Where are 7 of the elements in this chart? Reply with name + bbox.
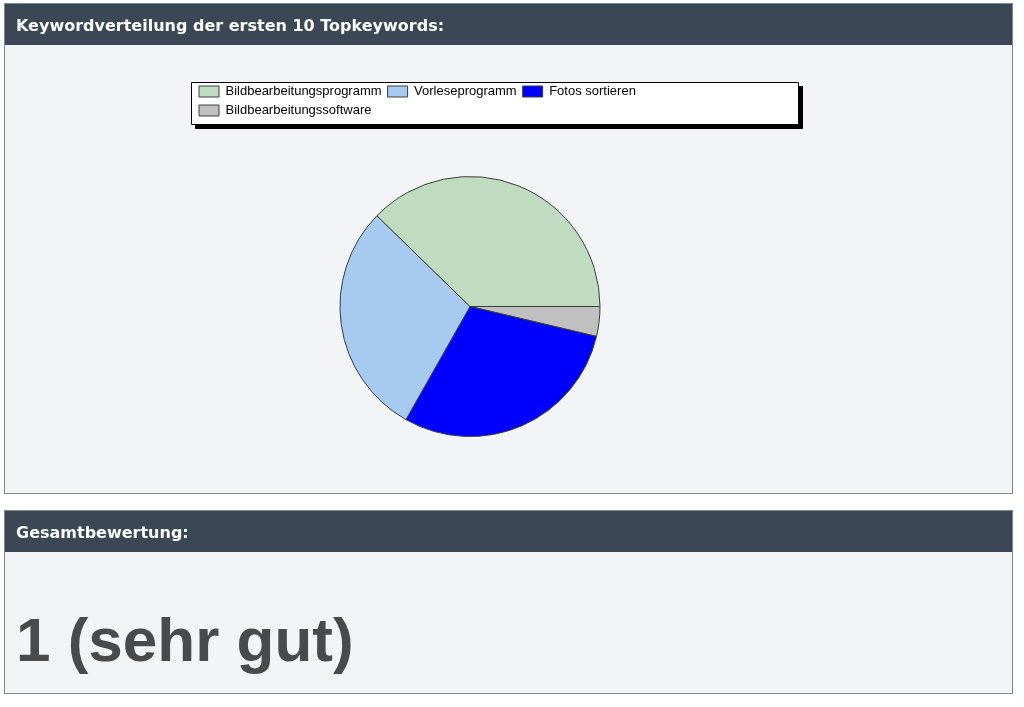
legend-label: Bildbearbeitungsprogramm [225,83,382,99]
legend-label: Fotos sortieren [549,83,636,99]
legend-label: Bildbearbeitungssoftware [225,102,372,118]
text: Gesamtbewertung: [5,511,1012,552]
legend-label: Vorleseprogramm [414,83,517,99]
text: 1 (sehr gut) [16,605,354,674]
chart-title: Keywordverteilung der ersten 10 Topkeywords: [5,4,1012,45]
